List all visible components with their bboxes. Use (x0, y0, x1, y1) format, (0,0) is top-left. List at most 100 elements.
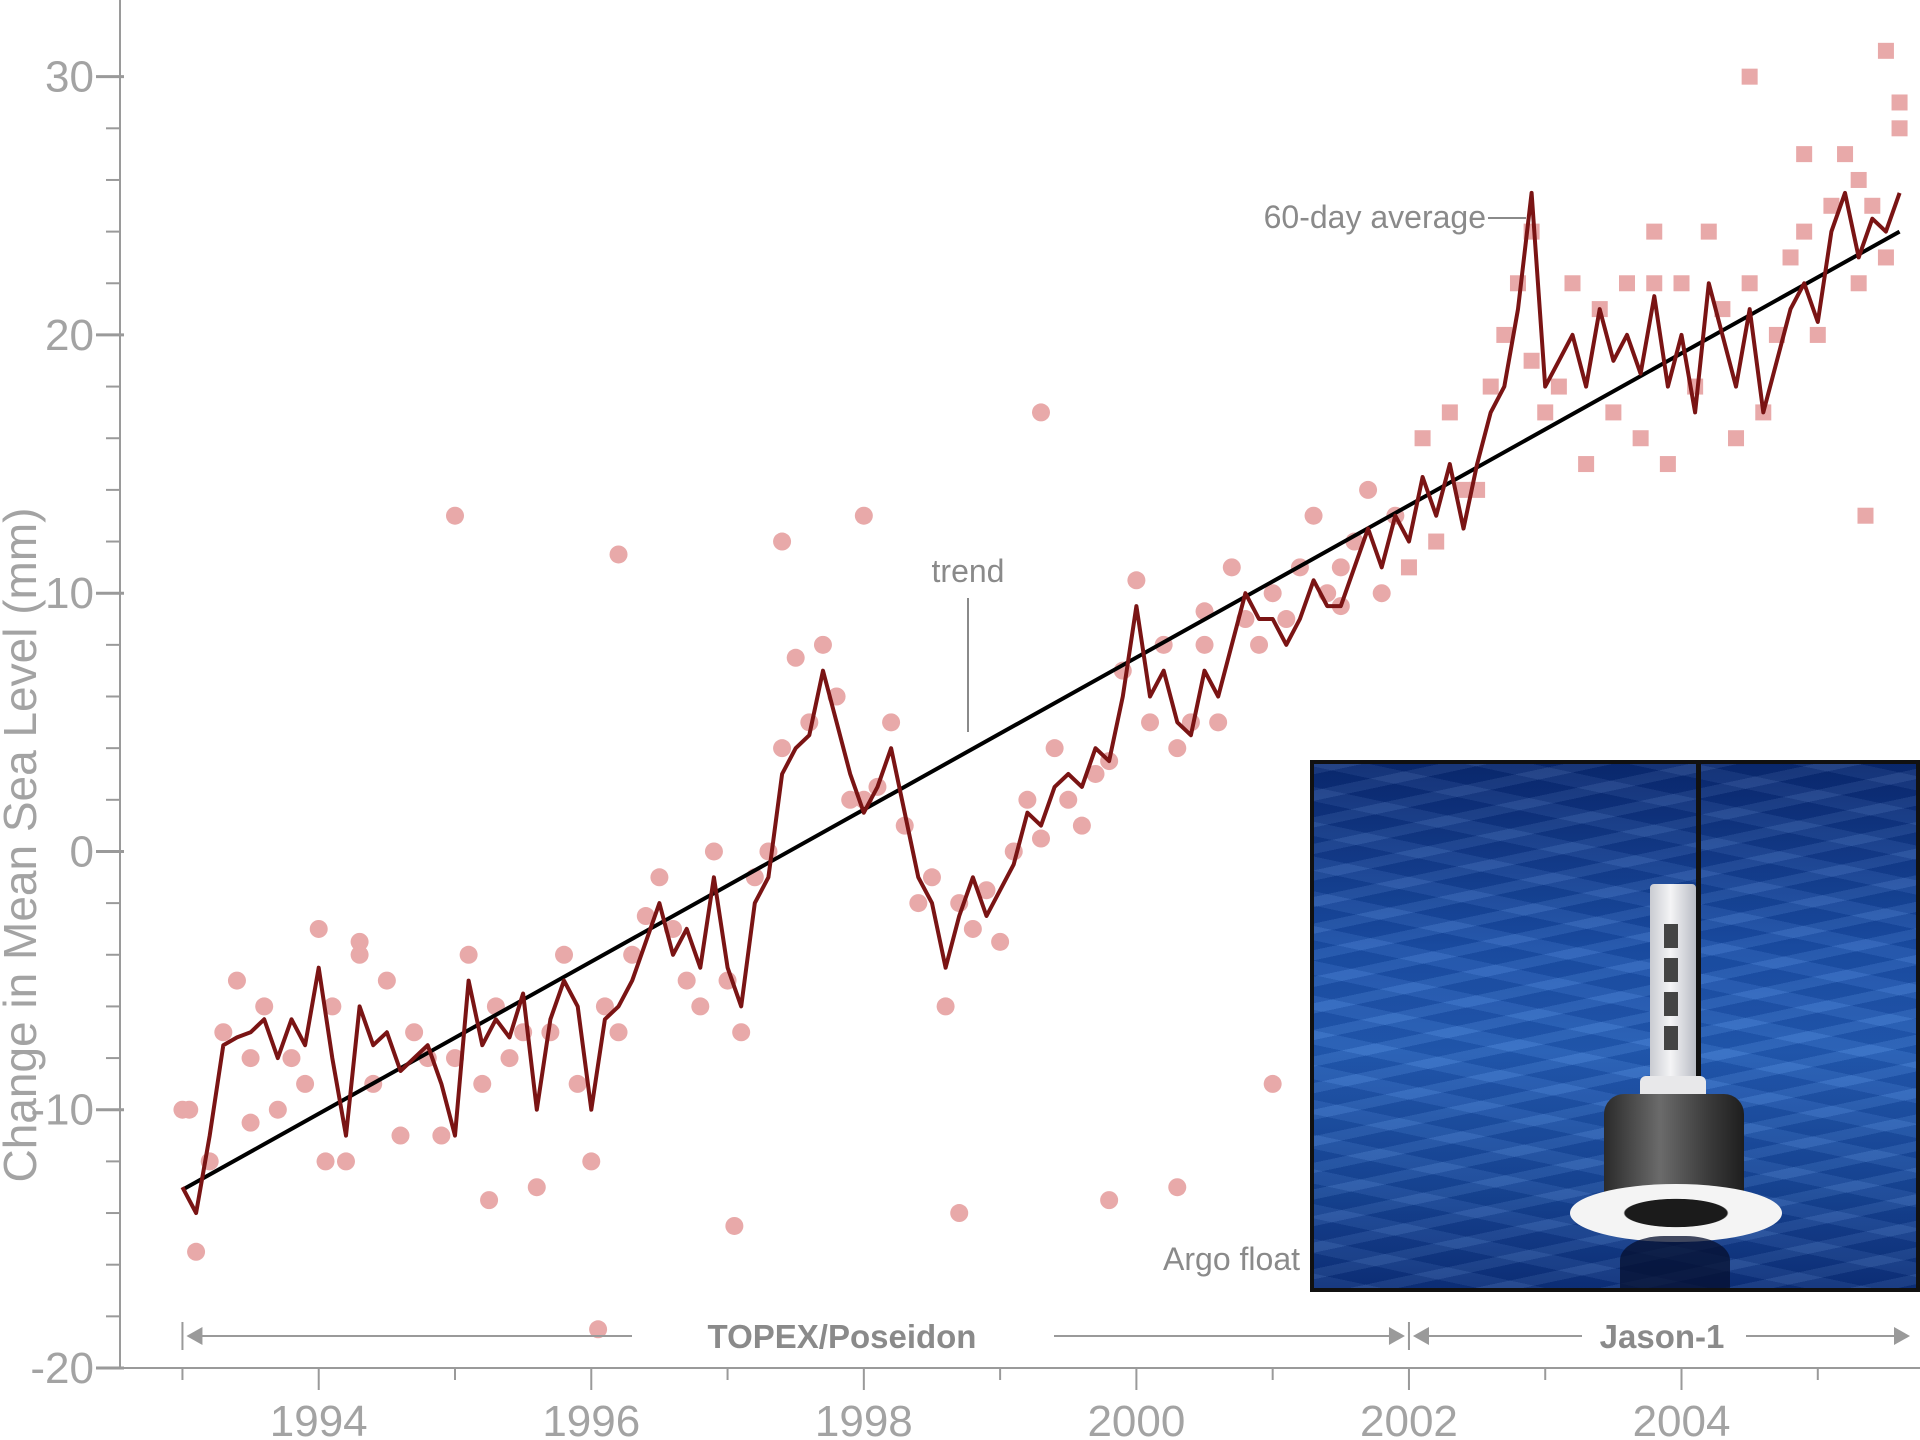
data-point (786, 648, 805, 667)
data-point (1331, 558, 1350, 577)
data-point (241, 1049, 260, 1068)
data-point (255, 997, 274, 1016)
mission-1-arrowhead-right (1388, 1327, 1405, 1345)
data-point (1455, 481, 1472, 498)
data-point (1796, 223, 1813, 240)
data-point (1496, 326, 1513, 343)
data-point (922, 868, 941, 887)
data-point (1428, 533, 1445, 550)
annotations: 60-day average trend Argo float (932, 199, 1526, 1277)
data-point (1523, 352, 1540, 369)
float-mast-slots (1664, 924, 1678, 1054)
data-point (813, 635, 832, 654)
data-point (1100, 1191, 1119, 1210)
data-point (1728, 430, 1745, 447)
data-point (1441, 404, 1458, 421)
data-point (725, 1216, 744, 1235)
data-point (1222, 558, 1241, 577)
data-point (227, 971, 246, 990)
data-point (1127, 571, 1146, 590)
y-tick-label: 10 (45, 569, 94, 618)
data-point (1632, 430, 1649, 447)
x-tick-label: 1996 (542, 1397, 640, 1440)
data-point (991, 932, 1010, 951)
data-point (1564, 275, 1581, 292)
data-point (1359, 480, 1378, 499)
data-point (1195, 635, 1214, 654)
data-point (1141, 713, 1160, 732)
data-point (1168, 1178, 1187, 1197)
data-point (1850, 171, 1867, 188)
series-lines (180, 190, 1902, 1215)
data-point (609, 545, 628, 564)
data-point (1578, 456, 1595, 473)
data-point (268, 1100, 287, 1119)
average-line (180, 190, 1902, 1215)
data-point (854, 506, 873, 525)
data-point (677, 971, 696, 990)
data-point (595, 997, 614, 1016)
data-point (1646, 223, 1663, 240)
data-point (350, 932, 369, 951)
data-point (909, 894, 928, 913)
data-point (1837, 146, 1854, 163)
data-point (405, 1023, 424, 1042)
data-point (1263, 1074, 1282, 1093)
float-ring (1570, 1184, 1782, 1242)
data-point (1877, 249, 1894, 266)
data-point (963, 919, 982, 938)
mission-2-arrowhead-left (1412, 1327, 1429, 1345)
data-point (977, 881, 996, 900)
data-point (841, 790, 860, 809)
data-point (1646, 275, 1663, 292)
data-point (446, 506, 464, 525)
data-point (936, 997, 955, 1016)
data-point (582, 1152, 601, 1171)
data-point (309, 919, 328, 938)
float-shadow (1620, 1236, 1730, 1288)
data-point (432, 1126, 451, 1145)
data-point (1823, 197, 1840, 214)
data-point (609, 1023, 628, 1042)
data-point (1059, 790, 1078, 809)
data-point (473, 1074, 492, 1093)
data-point (882, 713, 901, 732)
y-tick-label: 20 (45, 311, 94, 360)
data-point (187, 1242, 206, 1261)
data-point (773, 739, 792, 758)
data-point (1250, 635, 1269, 654)
data-point (282, 1049, 301, 1068)
data-point (316, 1152, 335, 1171)
argo-float-photo (1310, 760, 1920, 1292)
data-point (1619, 275, 1635, 292)
data-point (1850, 275, 1867, 292)
data-point (732, 1023, 751, 1042)
data-point (704, 842, 723, 861)
data-point (691, 997, 710, 1016)
data-point (1537, 404, 1554, 421)
data-point (1209, 713, 1228, 732)
data-point (650, 868, 669, 887)
data-point (1032, 829, 1050, 848)
y-axis: -20 -10 0 10 20 30 (30, 0, 124, 1393)
data-point (1018, 790, 1037, 809)
x-tick-label: 2002 (1360, 1397, 1458, 1440)
data-point (1168, 739, 1187, 758)
mission-2-label: Jason-1 (1600, 1318, 1725, 1355)
data-point (623, 945, 642, 964)
trend-line (181, 229, 1901, 1192)
y-tick-label: -20 (30, 1344, 94, 1393)
data-point (480, 1191, 499, 1210)
float-antenna (1696, 764, 1701, 1084)
data-point (568, 1074, 587, 1093)
data-point (1550, 378, 1567, 395)
data-point (377, 971, 396, 990)
data-point (391, 1126, 410, 1145)
data-point (1809, 326, 1826, 343)
data-point (180, 1100, 199, 1119)
y-tick-label: 0 (70, 827, 94, 876)
data-point (1414, 430, 1431, 447)
data-point (1741, 68, 1758, 85)
data-point (500, 1049, 519, 1068)
